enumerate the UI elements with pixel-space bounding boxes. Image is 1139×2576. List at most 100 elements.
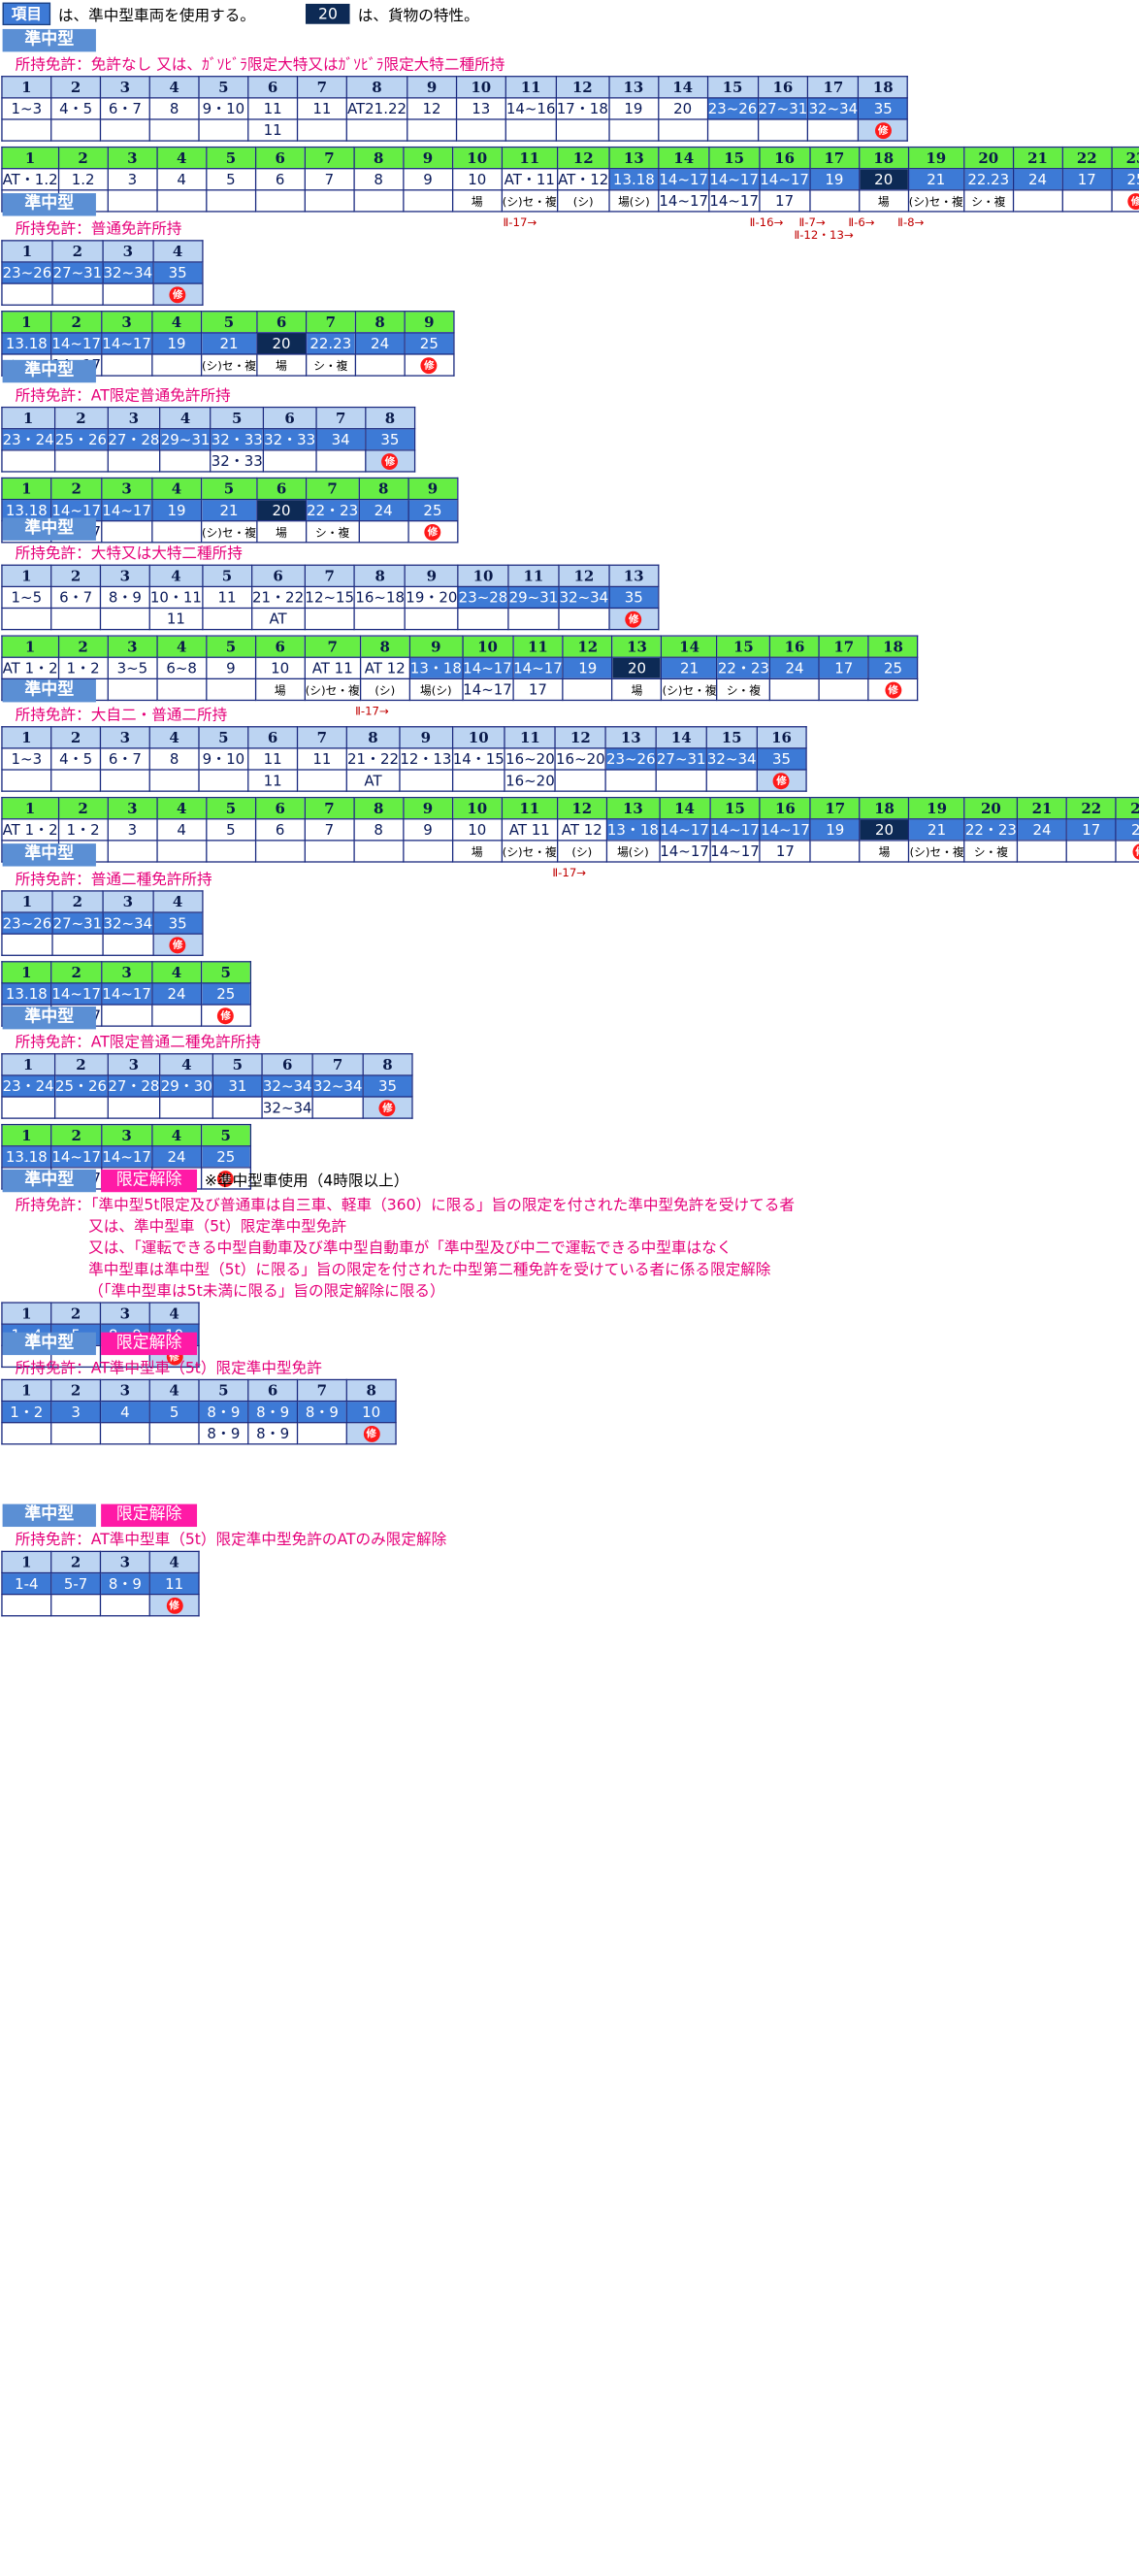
schedule-table-wrap: 1 2 3 4 5 6 7 8 23・24 25・26 27・28 29・30 31 32~34 32~34… [0,1053,413,1119]
lesson-cell: 場 [858,189,909,213]
lesson-cell: 17・18 [555,97,610,120]
lesson-cell: 19 [809,818,861,842]
lesson-cell: 27~31 [51,911,104,935]
period-number: 8 [345,76,408,99]
period-number: 9 [405,564,459,588]
period-number: 2 [50,564,102,588]
lesson-cell: (シ) [556,840,607,863]
lesson-cell: 11 [247,97,299,120]
period-number: 4 [156,635,208,658]
lesson-cell: 場 [256,353,308,377]
lesson-cell: 14~17 [50,982,103,1006]
period-number: 8 [345,726,401,749]
license-text: 所持免許：AT限定普通二種免許所持 [15,1033,261,1051]
period-number: 14 [661,635,718,658]
lesson-cell [1,1593,52,1617]
period-number: 4 [148,1550,200,1574]
lesson-cell: 場 [256,520,308,544]
lesson-cell: 32・33 [210,428,265,451]
lesson-cell: 23~26 [1,261,53,284]
lesson-cell [554,769,606,792]
period-number: 5 [200,961,251,984]
schedule-table-wrap: 1234567891011121314151617181920212223AT・… [0,146,1139,243]
period-number: 1 [1,726,52,749]
lesson-cell [254,840,306,863]
period-header-row: 1 2 3 4 5 6 7 8 9 10 11 12 13 [1,564,660,588]
annotation-arrow: Ⅱ-12・13→ [794,229,854,243]
schedule-row: 11 AT 16~20 修 [1,769,807,792]
section-header: 準中型 [0,28,1139,52]
period-number: 23 [1115,796,1139,820]
lesson-cell: 19 [150,332,203,355]
lesson-cell: AT21.22 [345,97,408,120]
lesson-cell: 5-7 [50,1571,102,1596]
lesson-cell [507,607,560,631]
lesson-cell: 22・23 [963,818,1019,842]
period-number: 4 [156,146,208,170]
lesson-cell: 19 [607,97,659,120]
lesson-cell: 8 [148,97,200,120]
section-note: ※準中型車使用（4時限以上） [204,1172,409,1190]
lesson-cell: (シ) [359,677,410,702]
period-number: 10 [451,146,503,170]
limit-removal-badge: 限定解除 [101,1332,198,1356]
section-10: 準中型 限定解除 所持免許：AT準中型車（5t）限定準中型免許のATのみ限定解除 1 2… [0,1503,446,1622]
lesson-cell: 1・2 [1,1400,52,1424]
lesson-cell: 1-4 [1,1571,52,1596]
lesson-cell: 35 [608,585,660,610]
period-number: 1 [1,796,59,820]
lesson-cell [99,1422,150,1445]
license-text: 所持免許：「準中型5t限定及び普通車は自三車、軽車（360）に限る」旨の限定を付… [15,1196,796,1214]
lesson-cell: 16~18 [354,585,407,610]
lesson-cell: 5 [205,818,256,842]
period-number: 4 [150,311,203,334]
lesson-cell [53,449,109,473]
section-4: 準中型 所持免許：大特又は大特二種所持 1 2 3 4 5 6 7 8 9 10 11 12 13 1~5 6・… [0,517,919,718]
period-header-row: 1 2 3 4 5 6 7 8 9 10 11 12 13 14 15 16 [1,726,807,749]
lesson-cell: 7 [304,818,355,842]
section-header: 準中型 [0,1006,413,1030]
section-title: 準中型 [2,1006,96,1030]
lesson-cell [607,118,659,142]
lesson-cell [156,840,208,863]
schedule-table: 1234567891011121314151617181920212223AT・… [1,146,1139,213]
period-number: 11 [511,635,565,658]
schedule-row: 32・33 修 [1,449,415,473]
lesson-cell: 24 [150,982,203,1006]
lesson-cell: 32~34 [558,585,610,610]
lesson-cell: 27~31 [655,747,707,771]
period-number: 14 [655,726,707,749]
period-number: 9 [399,726,453,749]
lesson-cell: 1・2 [57,818,109,842]
lesson-cell: 13・18 [605,818,661,842]
lesson-cell [1,769,52,792]
lesson-cell: 14~17 [658,840,711,863]
lesson-cell [148,1422,200,1445]
lesson-cell: 20 [657,97,708,120]
lesson-cell: 3 [107,818,158,842]
lesson-cell [99,607,150,631]
period-number: 8 [359,635,410,658]
lesson-cell: 22.23 [305,332,356,355]
period-number: 5 [200,477,258,501]
period-number: 3 [99,564,150,588]
lesson-cell: 14~16 [504,97,557,120]
period-number: 14 [658,796,711,820]
lesson-cell: 22・23 [305,498,360,522]
period-number: 1 [1,146,59,170]
legend: 項目 は、準中型車両を使用する。 20 は、貨物の特性。 [2,2,479,26]
period-number: 5 [212,1053,263,1076]
lesson-cell: 14~17 [101,982,153,1006]
lesson-cell: 1・2 [57,656,109,679]
schedule-table-wrap: 1 2 3 4 5 6 7 8 23・24 25・26 27・28 29~31 32・33 32・33 34… [0,406,458,473]
lesson-cell: 27~31 [51,261,104,284]
lesson-cell [657,118,708,142]
lesson-cell: 8・9 [198,1422,249,1445]
lesson-cell [705,769,758,792]
lesson-cell: 27・28 [107,428,161,451]
lesson-cell: 14~17 [50,1145,103,1169]
lesson-cell: 35 [362,1074,413,1098]
